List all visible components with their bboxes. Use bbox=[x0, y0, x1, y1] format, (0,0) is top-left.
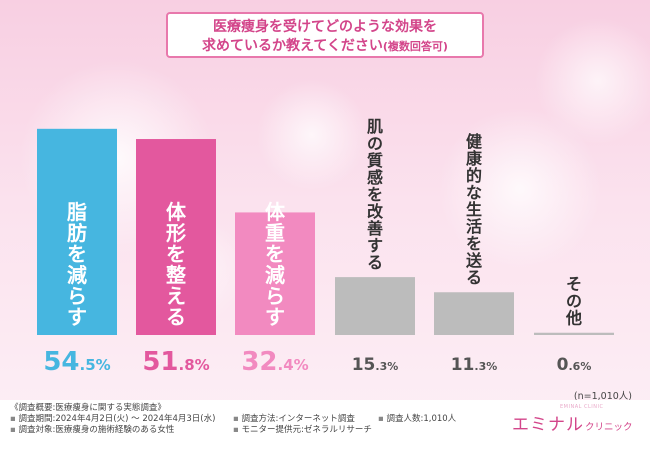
question-title-suffix: (複数回答可) bbox=[382, 40, 448, 53]
survey-count: 調査人数:1,010人 bbox=[378, 414, 456, 425]
clinic-logo: EMINAL CLINIC エミナルクリニック bbox=[512, 404, 633, 435]
value-label-1: 54.5% bbox=[43, 347, 110, 377]
question-title-box: 医療痩身を受けてどのような効果を 求めているか教えてください(複数回答可) bbox=[166, 12, 484, 58]
bar-2 bbox=[136, 139, 216, 335]
bar-chart: 脂肪を減らす 54.5% 体形を整える 51.8% 体重を減らす 32.4% 肌の質感を改善… bbox=[37, 117, 614, 377]
value-label-6: 0.6% bbox=[557, 355, 592, 375]
logo-tiny-text: EMINAL CLINIC bbox=[560, 404, 604, 410]
survey-provider: モニター提供元:ゼネラルリサーチ bbox=[233, 425, 371, 436]
value-label-3: 32.4% bbox=[241, 347, 308, 377]
value-label-4: 15.3% bbox=[352, 355, 399, 375]
bar-6 bbox=[534, 332, 614, 335]
question-title-line2-main: 求めているか教えてください bbox=[202, 38, 383, 54]
logo-sub-text: クリニック bbox=[585, 422, 633, 433]
category-label-2: 体形を整える bbox=[165, 200, 187, 329]
question-title-line1: 医療痩身を受けてどのような効果を bbox=[213, 19, 437, 35]
survey-method: 調査方法:インターネット調査 bbox=[233, 414, 372, 425]
bar-5 bbox=[434, 292, 514, 335]
category-label-4: 肌の質感を改善する bbox=[367, 117, 384, 272]
category-label-1: 脂肪を減らす bbox=[67, 200, 87, 329]
survey-column-1: 調査期間:2024年4月2日(火) ～ 2024年4月3日(水) 調査対象:医療… bbox=[10, 414, 215, 436]
survey-footer: 《調査概要:医療痩身に関する実態調査》 調査期間:2024年4月2日(火) ～ … bbox=[0, 400, 650, 450]
survey-column-2: 調査方法:インターネット調査 モニター提供元:ゼネラルリサーチ bbox=[233, 414, 372, 436]
category-label-5: 健康的な生活を送る bbox=[465, 132, 483, 287]
survey-column-3: 調査人数:1,010人 bbox=[378, 414, 456, 425]
bar-3 bbox=[235, 212, 315, 335]
question-title-line2: 求めているか教えてください(複数回答可) bbox=[168, 37, 482, 56]
survey-title: 《調査概要:医療痩身に関する実態調査》 bbox=[10, 403, 166, 413]
survey-target: 調査対象:医療痩身の施術経験のある女性 bbox=[10, 425, 215, 436]
category-label-3: 体重を減らす bbox=[265, 200, 286, 329]
category-label-6: その他 bbox=[565, 275, 582, 328]
survey-period: 調査期間:2024年4月2日(火) ～ 2024年4月3日(水) bbox=[10, 414, 215, 425]
value-label-2: 51.8% bbox=[142, 347, 209, 377]
bar-1 bbox=[37, 128, 117, 335]
value-label-5: 11.3% bbox=[451, 355, 498, 375]
bar-4 bbox=[335, 277, 415, 335]
logo-main-text: エミナル bbox=[512, 415, 584, 435]
sample-size-note: (n=1,010人) bbox=[573, 391, 632, 402]
